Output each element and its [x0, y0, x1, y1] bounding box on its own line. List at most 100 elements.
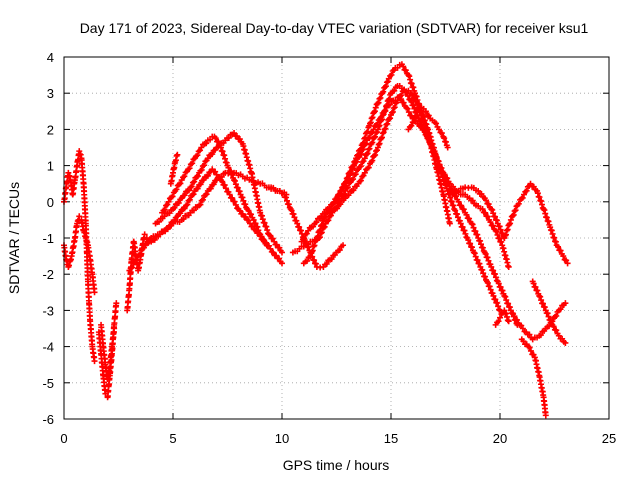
data-point	[305, 227, 312, 234]
data-point	[550, 323, 557, 330]
y-tick-label: 2	[47, 122, 54, 137]
data-point	[379, 130, 386, 137]
data-point	[461, 227, 468, 234]
data-point	[551, 234, 558, 241]
data-point	[234, 184, 241, 191]
data-point	[219, 148, 226, 155]
data-point	[347, 170, 354, 177]
data-point	[186, 165, 193, 172]
data-point	[194, 185, 201, 192]
data-point	[559, 335, 566, 342]
axis-ticks: 0 5 10 15 20 25 -6 -5 -4 -3 -2 -1 0 1 2 3 4	[42, 50, 616, 446]
data-point	[169, 193, 176, 200]
data-point	[201, 162, 208, 169]
data-point	[487, 219, 494, 226]
data-point	[229, 171, 236, 178]
data-point	[402, 67, 409, 74]
data-point	[357, 163, 364, 170]
data-point	[361, 169, 368, 176]
series-arc-15	[405, 104, 451, 151]
data-point	[378, 113, 385, 120]
data-point	[360, 146, 367, 153]
data-point	[349, 166, 356, 173]
data-point	[400, 99, 407, 106]
data-point	[304, 257, 311, 264]
data-point	[374, 100, 381, 107]
data-point	[296, 224, 303, 231]
data-point	[222, 185, 229, 192]
data-point	[255, 227, 262, 234]
data-point	[232, 201, 239, 208]
data-point	[232, 181, 239, 188]
data-point	[495, 280, 502, 287]
data-point	[471, 250, 478, 257]
data-point	[497, 314, 503, 321]
data-point	[185, 187, 192, 194]
data-point	[236, 188, 243, 195]
data-point	[387, 115, 394, 122]
data-marks	[61, 61, 571, 419]
data-point	[177, 210, 184, 217]
data-point	[191, 178, 198, 185]
data-point	[457, 220, 464, 227]
data-point	[492, 227, 499, 234]
data-point	[236, 136, 243, 143]
data-point	[519, 325, 526, 332]
x-tick-label: 15	[384, 431, 398, 446]
data-point	[509, 212, 516, 219]
data-point	[493, 228, 500, 235]
data-point	[460, 206, 467, 213]
data-point	[194, 152, 201, 159]
data-point	[140, 244, 147, 251]
data-point	[267, 245, 274, 252]
data-point	[405, 72, 412, 79]
data-point	[484, 279, 491, 286]
data-point	[446, 183, 453, 190]
data-point	[217, 144, 224, 151]
data-point	[254, 223, 261, 230]
data-point	[418, 112, 425, 119]
data-point	[363, 151, 370, 158]
data-point	[215, 138, 222, 145]
data-point	[542, 412, 549, 419]
data-point	[485, 257, 492, 264]
data-point	[504, 226, 511, 233]
data-point	[129, 264, 136, 271]
data-point	[496, 306, 503, 313]
data-point	[307, 249, 314, 256]
data-point	[258, 212, 265, 219]
data-point	[506, 304, 513, 311]
data-point	[312, 238, 319, 245]
data-point	[242, 201, 249, 208]
data-point	[382, 108, 389, 115]
data-point	[383, 83, 390, 90]
data-point	[494, 299, 501, 306]
data-point	[518, 322, 525, 329]
data-point	[549, 230, 556, 237]
data-point	[180, 216, 187, 223]
data-point	[458, 202, 465, 209]
y-tick-label: -2	[42, 267, 54, 282]
data-point	[161, 206, 168, 213]
y-tick-label: -4	[42, 340, 54, 355]
y-axis-label: SDTVAR / TECUs	[6, 182, 22, 294]
data-point	[479, 266, 486, 273]
data-point	[483, 197, 490, 204]
series-arc-9	[159, 133, 270, 249]
data-point	[352, 171, 359, 178]
data-point	[495, 318, 502, 325]
data-point	[386, 116, 393, 123]
data-point	[497, 284, 504, 291]
data-point	[495, 303, 502, 310]
data-point	[503, 310, 510, 317]
data-point	[515, 200, 522, 207]
data-point	[474, 257, 481, 264]
series-arc-3	[95, 300, 120, 401]
data-point	[374, 121, 381, 128]
data-point	[372, 133, 379, 140]
data-point	[256, 230, 263, 237]
data-point	[530, 183, 537, 190]
data-point	[444, 144, 451, 151]
data-point	[252, 220, 259, 227]
data-point	[555, 332, 562, 339]
